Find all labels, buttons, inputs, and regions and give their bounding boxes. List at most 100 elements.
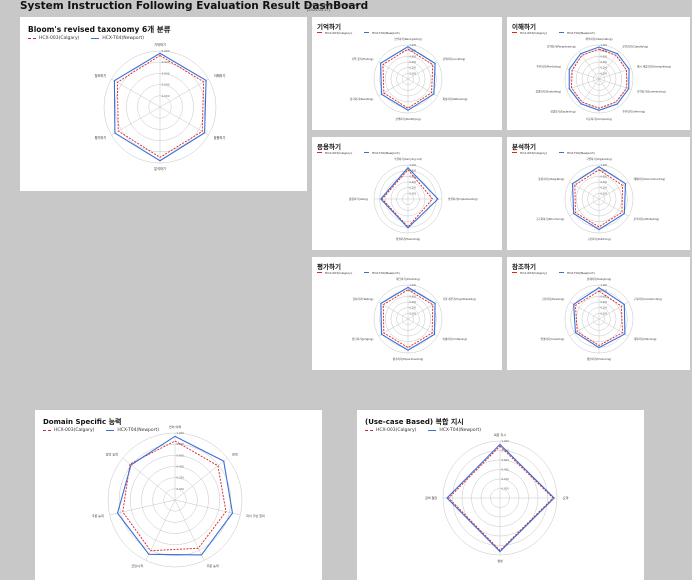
radar-chart: 1.000 2.000 3.000 4.000 5.000 기억하기이해하기응용하기분석하… [95, 42, 226, 171]
tick-label: 0.800 [410, 170, 417, 173]
chart-legend: HCX-003(Calgary) HCX-T04(Newport) [28, 36, 144, 41]
tick-label: 0.600 [502, 458, 510, 462]
legend-label-a: HCX-003(Calgary) [325, 270, 352, 275]
category-label: 판단하기(Judging) [352, 337, 373, 341]
category-label: 평가하기 [95, 135, 107, 140]
tick-label: 0.600 [177, 453, 185, 457]
tick-label: 0.800 [177, 442, 185, 446]
grid-spoke [598, 318, 629, 337]
series-line-a [574, 290, 624, 347]
radar-chart: 0.0000.2000.4000.6000.8001.000설계하기(Desig… [541, 277, 662, 361]
tick-label: 0.400 [502, 468, 510, 472]
chart-title: (Use-case Based) 복합 지시 [365, 418, 464, 426]
category-label: 구축하기(Constructing) [634, 297, 662, 301]
chart-legend: HCX-003(Calgary) HCX-T04(Newport) [512, 151, 595, 155]
tick-label: 0.600 [601, 295, 608, 298]
series-line-b [571, 166, 627, 231]
legend-label-b: HCX-T04(Newport) [117, 428, 160, 433]
tick-label: 0.000 [177, 487, 185, 491]
legend-swatch-a [512, 152, 517, 153]
grid-spoke [598, 68, 632, 80]
category-label: 해석하기(Interpreting) [586, 37, 613, 41]
radar-chart: 0.000 0.200 0.400 0.600 0.800 1.000 언어 이해번역지식 … [92, 424, 265, 568]
category-label: 실행하기(Implementing) [448, 197, 478, 201]
grid-spoke [598, 301, 629, 320]
grid-spoke [109, 499, 176, 516]
category-label: 분류하기(Classifying) [623, 45, 649, 49]
category-label: 해체하기(Deconstructing) [634, 177, 665, 181]
chart-legend: HCX-003(Calgary) HCX-T04(Newport) [317, 31, 400, 35]
radar-chart: 0.000 0.200 0.400 0.600 0.800 1.000 인식하기(Recog… [350, 37, 468, 121]
grid-spoke [598, 51, 620, 80]
category-label: 실행하기(Executing) [396, 237, 420, 241]
series-line-a [381, 169, 434, 228]
radar-chart: 0.000 0.200 0.400 0.600 0.800 1.000 해석하기(Inter… [535, 37, 670, 121]
chart-panel-bloom: Bloom's revised taxonomy 6개 분류 HCX-003(Ca… [20, 17, 307, 191]
legend-label-a: HCX-003(Calgary) [39, 35, 80, 41]
legend-swatch-b [363, 152, 369, 153]
category-label: 수행하기(Carrying out) [394, 157, 422, 161]
dashboard-title: System Instruction Following Evaluation … [20, 0, 369, 12]
category-label: 기억 찾기(Finding) [352, 57, 374, 61]
legend-label-a: HCX-003(Calgary) [376, 428, 417, 433]
category-label: 회상하기(Retrieving) [443, 97, 468, 101]
legend-swatch-b [106, 430, 115, 431]
series-line-b [380, 286, 436, 351]
radar-chart: 0.000 0.200 0.400 0.600 0.800 1.000 수행하기(Carry… [349, 157, 478, 241]
tick-label: 0.400 [601, 181, 608, 184]
chart-title: 기억하기 [317, 23, 341, 31]
tick-label: 0.600 [410, 175, 417, 178]
category-label: 검색하기(Locating) [443, 57, 466, 61]
category-label: 언어 이해 [169, 424, 181, 429]
tick-label: 0.400 [601, 301, 608, 304]
tick-label: 2.000 [162, 83, 170, 87]
grid-spoke [378, 78, 409, 97]
series-line-a [116, 54, 205, 158]
legend-swatch-b [363, 272, 369, 273]
series-line-b [446, 443, 555, 553]
category-label: 비평하기(Critiquing) [443, 337, 467, 341]
radar-chart: 0.000 0.200 0.400 0.600 0.800 1.000 체크하기(Check… [352, 277, 476, 361]
chart-title: 분석하기 [512, 143, 536, 151]
legend-swatch-a [317, 32, 322, 33]
category-label: 설명하기(Illustrating) [535, 89, 560, 93]
grid-spoke [111, 78, 161, 108]
category-label: 추론하기(Inferring) [623, 109, 646, 113]
grid-spoke [578, 78, 600, 107]
tick-label: 0.200 [601, 307, 608, 310]
series-line-b [380, 166, 439, 229]
legend-label-b: HCX-T04(Newport) [566, 30, 595, 35]
chart-title: Bloom's revised taxonomy 6개 분류 [28, 25, 171, 34]
category-label: 창조하기 [95, 73, 107, 78]
category-label: 생산하기(Producing) [587, 357, 611, 361]
legend-label-b: HCX-T04(Newport) [439, 428, 482, 433]
chart-legend: HCX-003(Calgary) HCX-T04(Newport) [317, 151, 400, 155]
tick-label: 0.000 [601, 72, 608, 75]
legend-swatch-b [363, 32, 369, 33]
tick-label: 0.000 [410, 312, 417, 315]
tick-label: 0.400 [410, 181, 417, 184]
chart-legend: HCX-003(Calgary) HCX-T04(Newport) [365, 428, 481, 433]
meta-line: LLM Evaluation : gpt-4 turbo [307, 3, 357, 7]
grid-spoke [174, 499, 241, 516]
tick-label: 0.400 [177, 465, 185, 469]
grid-spoke [407, 61, 438, 80]
legend-swatch-a [28, 37, 36, 39]
grid-spoke [407, 301, 438, 320]
tick-label: 1.000 [601, 164, 608, 167]
category-label: 설명하기(Explaining) [550, 109, 575, 113]
tick-label: 1.000 [410, 284, 417, 287]
grid-spoke [159, 78, 209, 108]
category-label: 추론 능력 [207, 563, 219, 568]
grid-spoke [378, 318, 409, 337]
tick-label: 0.600 [601, 55, 608, 58]
series-line-b [568, 46, 630, 111]
chart-panel-usecase: (Use-case Based) 복합 지시 HCX-003(Calgary) HC… [357, 410, 644, 580]
grid-spoke [407, 318, 438, 337]
category-label: 이해하기 [214, 73, 226, 78]
category-label: 복합 지시 [494, 432, 506, 437]
category-label: 구별하기(Organizing) [586, 157, 612, 161]
tick-label: 0.200 [410, 67, 417, 70]
tick-label: 0.600 [410, 55, 417, 58]
legend-swatch-b [558, 152, 564, 153]
